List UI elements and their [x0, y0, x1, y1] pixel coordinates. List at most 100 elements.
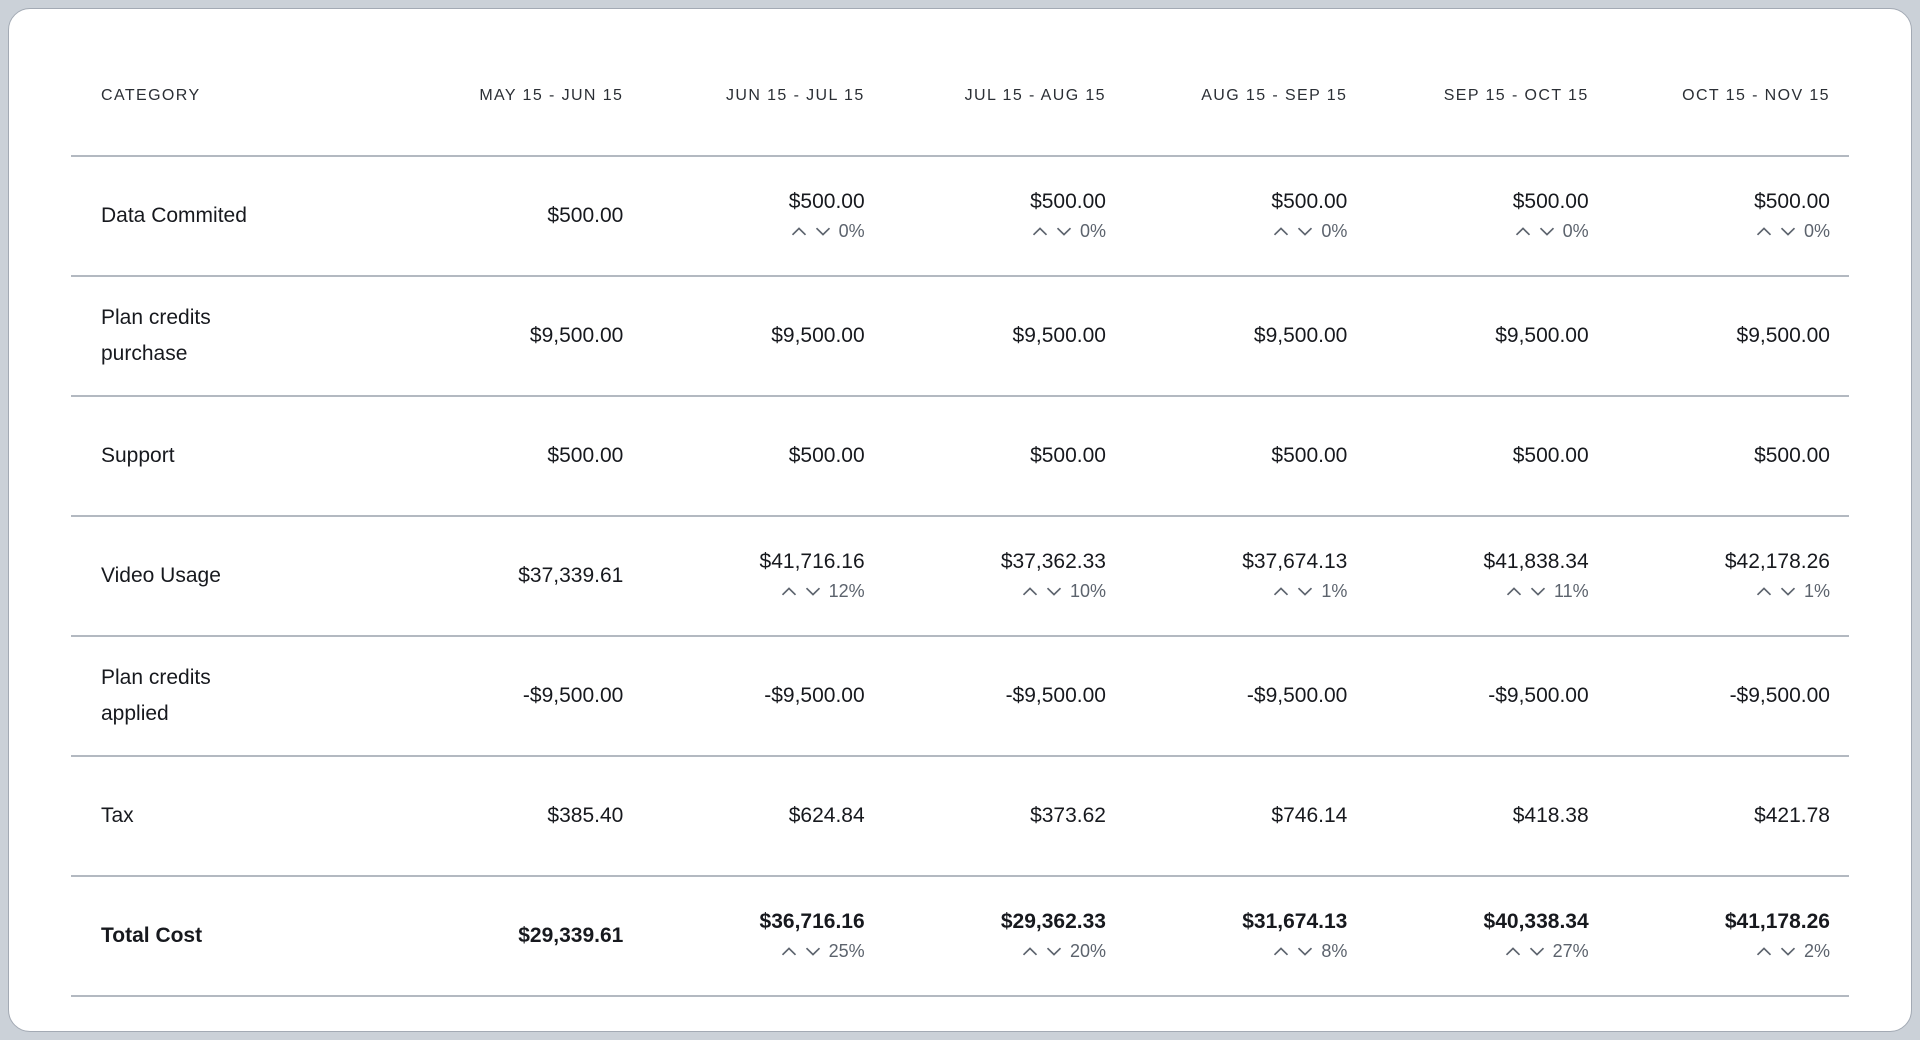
amount-value: -$9,500.00	[1488, 684, 1589, 707]
amount-value: $500.00	[547, 204, 624, 227]
change-indicator: 1%	[1273, 581, 1347, 602]
amount-value: $9,500.00	[771, 324, 865, 347]
amount-cell: $37,674.13 1%	[1125, 550, 1366, 602]
row-label-cell: Total Cost	[71, 918, 401, 954]
change-percent: 1%	[1321, 581, 1348, 601]
change-percent: 20%	[1069, 941, 1106, 961]
arrow-up-icon	[781, 587, 796, 596]
arrow-down-icon	[1780, 587, 1796, 596]
table-row: Plan credits purchase $9,500.00 $9,500.0…	[71, 277, 1849, 397]
amount-value: $29,339.61	[518, 924, 624, 947]
change-indicator: 0%	[1273, 221, 1347, 242]
amount-value: $9,500.00	[1253, 324, 1348, 347]
amount-cell: $41,716.16 12%	[642, 550, 883, 602]
amount-cell: $418.38	[1366, 804, 1607, 828]
amount-value: $42,178.26	[1724, 550, 1830, 573]
row-label: Video Usage	[101, 564, 221, 588]
arrow-up-icon	[1274, 227, 1289, 236]
amount-value: $41,178.26	[1724, 910, 1830, 933]
amount-value: $29,362.33	[1000, 910, 1106, 933]
amount-cell: $9,500.00	[1366, 324, 1607, 348]
amount-cell: $500.00	[401, 444, 642, 468]
amount-value: $500.00	[1754, 190, 1830, 213]
table-body: Data Commited $500.00 $500.00 0% $500.00	[71, 157, 1849, 997]
change-percent: 1%	[1803, 581, 1830, 601]
change-indicator: 10%	[1022, 581, 1106, 602]
row-label: Support	[101, 444, 175, 468]
change-percent: 0%	[1321, 221, 1348, 241]
amount-value: $421.78	[1754, 804, 1830, 827]
amount-value: $41,716.16	[759, 550, 865, 573]
arrow-down-icon	[805, 947, 820, 956]
arrow-down-icon	[815, 227, 830, 236]
row-label: Total Cost	[101, 924, 203, 948]
amount-cell: $500.00	[1125, 444, 1366, 468]
amount-value: $385.40	[547, 804, 624, 827]
arrow-up-icon	[1515, 227, 1530, 236]
change-percent: 12%	[828, 581, 865, 601]
amount-value: -$9,500.00	[1729, 684, 1830, 707]
change-percent: 0%	[1079, 221, 1106, 241]
amount-value: $500.00	[547, 444, 624, 467]
amount-cell: $500.00	[642, 444, 883, 468]
amount-value: $41,838.34	[1483, 550, 1589, 573]
amount-cell: $500.00	[884, 444, 1125, 468]
arrow-down-icon	[1539, 227, 1554, 236]
change-indicator: 0%	[791, 221, 865, 242]
change-percent: 25%	[828, 941, 865, 961]
column-header-category: CATEGORY	[101, 87, 201, 104]
amount-value: $9,500.00	[1495, 324, 1589, 347]
amount-value: -$9,500.00	[1005, 684, 1106, 707]
amount-cell: $500.00 0%	[1366, 190, 1607, 242]
amount-value: $500.00	[1271, 190, 1348, 213]
arrow-down-icon	[1298, 227, 1313, 236]
change-percent: 8%	[1321, 941, 1348, 961]
amount-cell: $42,178.26 1%	[1608, 550, 1849, 602]
arrow-up-icon	[1022, 947, 1038, 956]
amount-cell: $624.84	[642, 804, 883, 828]
row-label-cell: Support	[71, 438, 401, 474]
amount-cell: $41,178.26 2%	[1608, 910, 1849, 962]
change-indicator: 27%	[1505, 941, 1589, 962]
amount-cell: $29,362.33 20%	[884, 910, 1125, 962]
change-percent: 0%	[838, 221, 865, 241]
column-header-period-4: AUG 15 - SEP 15	[1201, 87, 1348, 104]
change-indicator: 20%	[1022, 941, 1106, 962]
amount-cell: -$9,500.00	[1125, 684, 1366, 708]
amount-cell: $421.78	[1608, 804, 1849, 828]
change-indicator: 8%	[1273, 941, 1347, 962]
amount-cell: $500.00	[1366, 444, 1607, 468]
arrow-down-icon	[1298, 587, 1313, 596]
row-label-cell: Tax	[71, 798, 401, 834]
arrow-down-icon	[1529, 947, 1544, 956]
change-percent: 0%	[1562, 221, 1589, 241]
amount-value: $37,674.13	[1242, 550, 1348, 573]
amount-cell: $31,674.13 8%	[1125, 910, 1366, 962]
change-indicator: 0%	[1515, 221, 1589, 242]
amount-cell: $9,500.00	[884, 324, 1125, 348]
amount-value: $624.84	[788, 804, 865, 827]
amount-cell: $746.14	[1125, 804, 1366, 828]
amount-value: $9,500.00	[1012, 324, 1106, 347]
table-row: Data Commited $500.00 $500.00 0% $500.00	[71, 157, 1849, 277]
amount-cell: -$9,500.00	[1608, 684, 1849, 708]
amount-cell: $40,338.34 27%	[1366, 910, 1607, 962]
arrow-up-icon	[1274, 947, 1289, 956]
amount-value: -$9,500.00	[522, 684, 624, 707]
amount-cell: $36,716.16 25%	[642, 910, 883, 962]
amount-value: $418.38	[1512, 804, 1589, 827]
table-row: Support $500.00 $500.00 $500.00	[71, 397, 1849, 517]
row-label: Plan credits purchase	[101, 306, 211, 365]
change-percent: 2%	[1803, 941, 1830, 961]
change-indicator: 25%	[781, 941, 865, 962]
amount-cell: $500.00	[1608, 444, 1849, 468]
amount-value: $500.00	[1271, 444, 1348, 467]
amount-value: $500.00	[1512, 190, 1589, 213]
amount-cell: $9,500.00	[1125, 324, 1366, 348]
amount-cell: $9,500.00	[401, 324, 642, 348]
arrow-up-icon	[1756, 227, 1772, 236]
amount-value: $40,338.34	[1483, 910, 1589, 933]
amount-value: $500.00	[1030, 444, 1106, 467]
change-percent: 0%	[1803, 221, 1830, 241]
column-header-period-6: OCT 15 - NOV 15	[1682, 87, 1830, 104]
